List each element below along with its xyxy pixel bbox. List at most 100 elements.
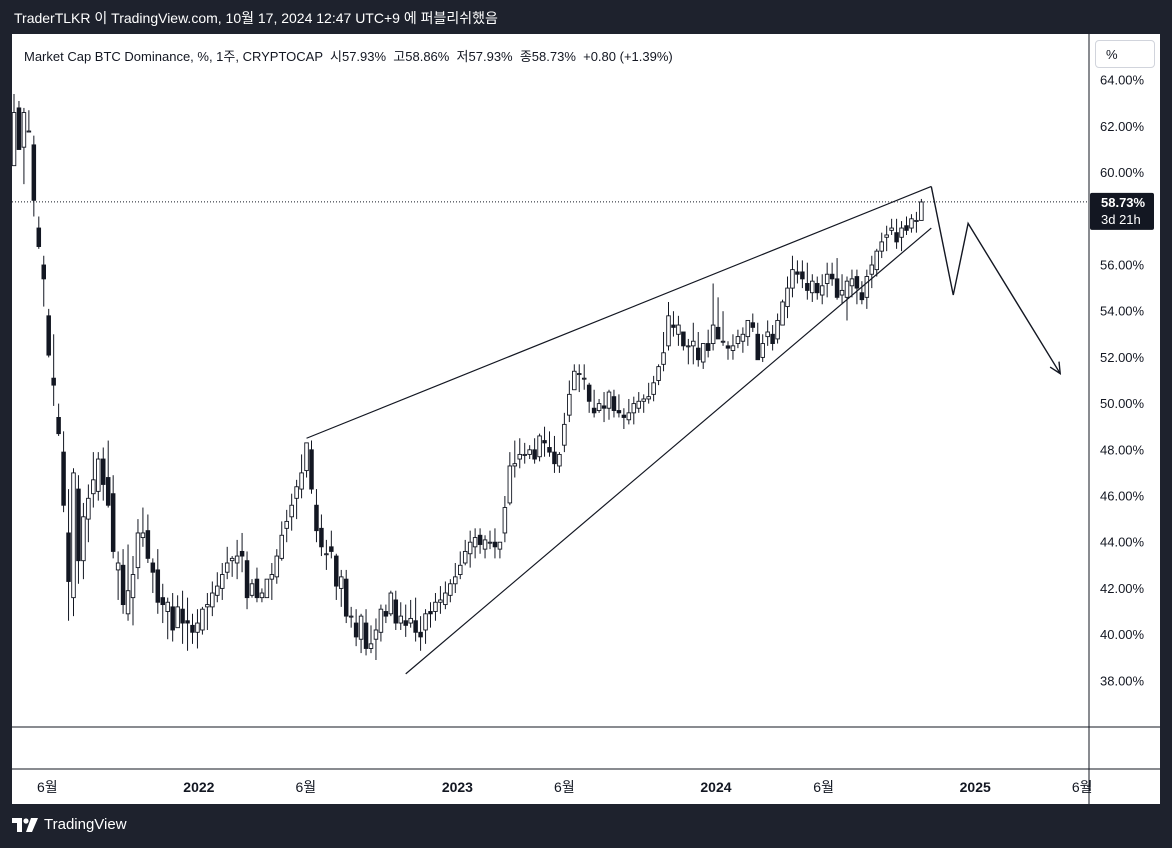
candle-body-up: [810, 280, 815, 294]
candle: [259, 588, 265, 603]
candle: [914, 211, 919, 233]
candle: [86, 484, 91, 543]
candle: [730, 334, 736, 360]
time-tick-year-label: 2025: [960, 779, 991, 795]
candle-body-up: [86, 497, 91, 520]
candle-body-down: [110, 493, 116, 552]
price-scale-unit-button[interactable]: %: [1095, 40, 1155, 68]
candle: [795, 260, 800, 284]
candle: [507, 452, 513, 506]
time-tick-label: 6월: [295, 779, 316, 795]
candle: [819, 274, 825, 305]
candle-body-up: [740, 333, 746, 342]
candle: [780, 299, 785, 326]
candle-body-down: [31, 144, 37, 201]
candle: [839, 274, 845, 305]
candle-body-down: [100, 458, 106, 485]
candle: [696, 331, 701, 367]
candle: [343, 569, 349, 624]
candle-body-up: [775, 319, 780, 340]
candle-body-up: [839, 289, 845, 296]
time-tick-year-label: 2024: [700, 779, 731, 795]
candle: [319, 514, 324, 557]
candle-body-up: [646, 396, 651, 400]
candle-body-up: [368, 643, 374, 649]
candle: [150, 558, 156, 594]
candle-body-down: [363, 622, 369, 649]
candle: [596, 398, 602, 413]
candle: [562, 412, 567, 453]
candle: [41, 255, 47, 307]
price-tick-label: 64.00%: [1100, 73, 1145, 88]
candle: [71, 468, 76, 617]
candle: [512, 440, 518, 478]
candle-body-up: [661, 352, 666, 365]
candle: [552, 435, 557, 473]
candle: [413, 597, 418, 642]
candle-body-up: [264, 578, 270, 599]
candle: [557, 452, 562, 473]
candle-body-up: [378, 608, 384, 633]
candle-body-down: [185, 620, 190, 624]
axes-layer: 64.00%62.00%60.00%58.00%56.00%54.00%52.0…: [12, 34, 1160, 804]
time-tick-label: 6월: [554, 779, 575, 795]
candle-body-up: [205, 604, 210, 608]
candle-body-up: [720, 340, 726, 343]
candle-body-up: [577, 373, 582, 376]
candle-body-up: [819, 285, 825, 296]
candle: [864, 269, 870, 309]
candle: [671, 311, 676, 337]
chart-area[interactable]: [12, 34, 1160, 804]
candle-body-up: [130, 574, 136, 599]
candle: [502, 496, 508, 543]
candle: [224, 546, 230, 580]
candle-body-down: [815, 283, 820, 294]
bar-countdown-label: 3d 21h: [1101, 212, 1141, 227]
candle: [537, 433, 542, 462]
candle: [899, 221, 904, 252]
candle-body-up: [735, 336, 741, 344]
candle: [725, 341, 731, 360]
candle-body-up: [324, 553, 329, 556]
candle: [274, 549, 280, 584]
candle: [581, 364, 587, 390]
candle: [676, 315, 681, 346]
price-tick-label: 62.00%: [1100, 119, 1145, 134]
candle-body-up: [289, 504, 294, 518]
candle: [418, 616, 423, 651]
candle-body-up: [869, 264, 875, 275]
candle-body-up: [358, 615, 364, 640]
candle-body-up: [765, 331, 770, 338]
candle-body-up: [195, 622, 200, 633]
candle-body-up: [691, 340, 696, 347]
candle: [428, 602, 433, 628]
tradingview-brand[interactable]: TradingView: [12, 816, 127, 833]
candle: [522, 442, 527, 464]
candle: [393, 590, 399, 630]
candle: [646, 382, 651, 404]
candle: [591, 389, 597, 418]
candle: [269, 562, 275, 600]
drawings-layer: [12, 185, 1089, 675]
candle: [775, 313, 780, 344]
tradingview-logo-icon: [12, 817, 38, 832]
candle: [324, 539, 329, 570]
candle: [527, 445, 532, 460]
candle: [433, 593, 438, 621]
candle-body-up: [135, 532, 141, 569]
candle-body-down: [621, 414, 627, 418]
time-tick-year-label: 2022: [183, 779, 214, 795]
candle-body-up: [224, 562, 230, 573]
candle: [616, 394, 622, 418]
candle-body-up: [631, 403, 637, 414]
candle-body-down: [705, 343, 711, 351]
candle-body-up: [482, 539, 488, 550]
candle: [115, 551, 121, 600]
candle-body-up: [115, 562, 121, 571]
candle: [81, 502, 86, 580]
candle: [810, 274, 815, 302]
candle: [904, 216, 909, 235]
candle-body-up: [760, 343, 765, 358]
candle-body-up: [249, 583, 255, 596]
